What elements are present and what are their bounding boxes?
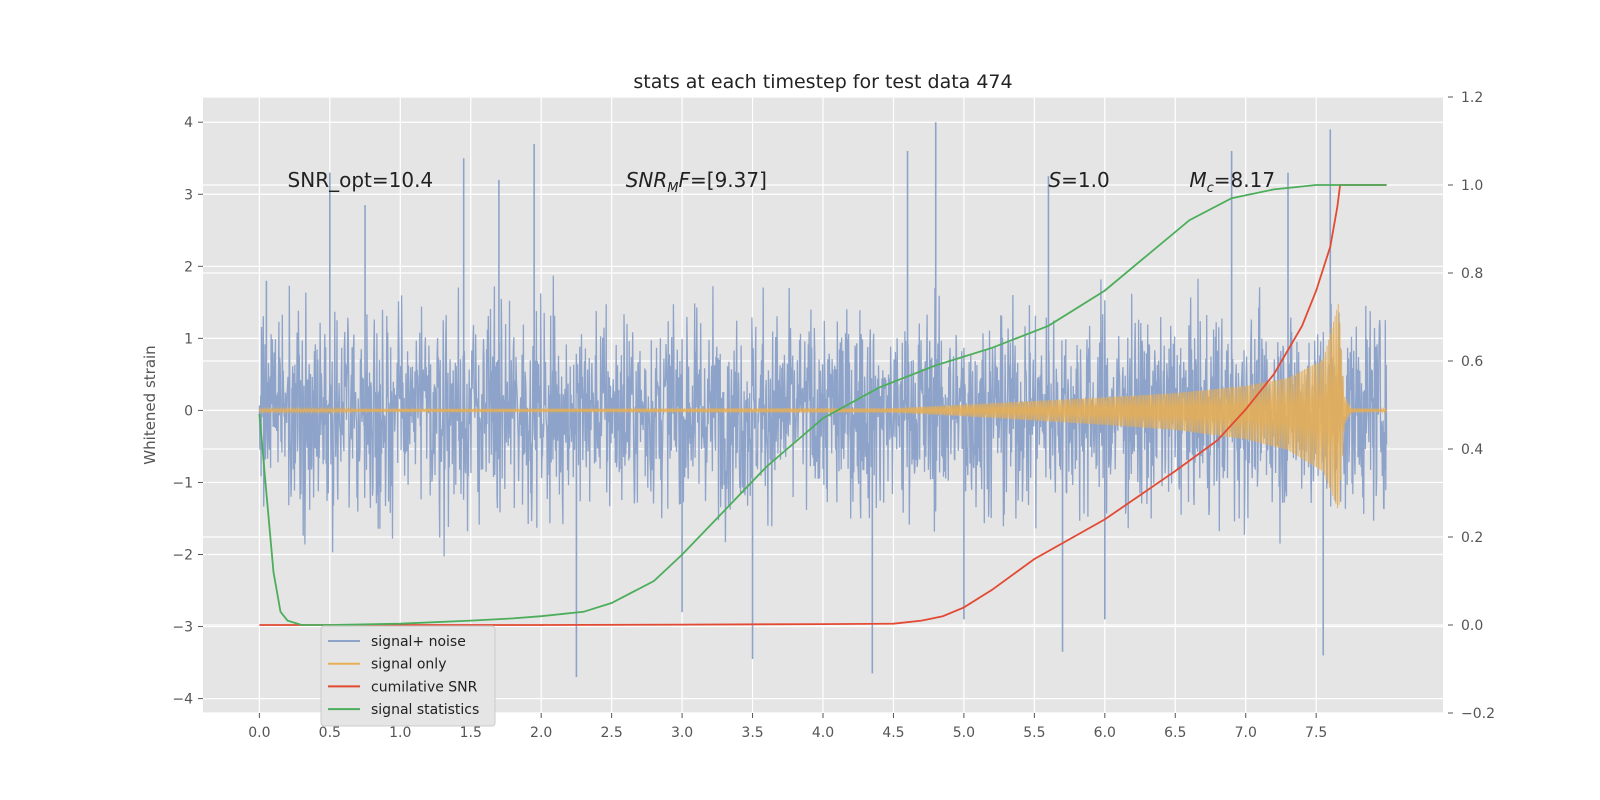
legend-label: signal statistics (371, 702, 479, 718)
y2-tick-label: 0.2 (1461, 530, 1483, 546)
x-axis: 0.0 0.5 1.0 1.5 2.0 2.5 3.0 3.5 4.0 4.5 5.0 5.5 6.0 6… (248, 713, 1327, 741)
x-tick-label: 1.5 (460, 725, 482, 741)
x-tick-label: 2.0 (530, 725, 552, 741)
x-tick-label: 3.5 (741, 725, 763, 741)
x-tick-label: 5.5 (1023, 725, 1045, 741)
signal-noise-line (258, 275, 1388, 557)
y2-tick-label: 1.2 (1461, 90, 1483, 106)
annotation: SNRMF=[9.37] (626, 168, 767, 196)
legend-label: signal only (371, 657, 446, 673)
y-tick-label: 2 (184, 259, 193, 275)
annotation: SNR_opt=10.4 (288, 168, 434, 192)
y-tick-label: 0 (184, 403, 193, 419)
y2-tick-label: 0.6 (1461, 354, 1483, 370)
signal-noise-series (258, 122, 1388, 677)
cumulative-snr-line (259, 184, 1387, 626)
y2-tick-label: 0.4 (1461, 442, 1483, 458)
x-tick-label: 4.5 (882, 725, 904, 741)
y2-tick-label: 0.8 (1461, 266, 1483, 282)
signal-statistics-line (258, 184, 1387, 626)
x-tick-label: 5.0 (953, 725, 975, 741)
annotation: S=1.0 (1048, 168, 1109, 192)
annotation: Mc=8.17 (1189, 168, 1275, 196)
legend-box (320, 625, 496, 727)
legend-label: cumilative SNR (371, 679, 478, 695)
y-tick-label: 1 (184, 331, 193, 347)
y-tick-label: 4 (184, 115, 193, 131)
x-tick-label: 0.5 (319, 725, 341, 741)
right-axis-series (258, 184, 1387, 626)
y2-tick-label: −0.2 (1461, 706, 1495, 722)
y-tick-label: −1 (172, 475, 193, 491)
x-tick-label: 7.0 (1235, 725, 1257, 741)
signal-only-line (258, 303, 1388, 509)
signal-only-series (258, 303, 1388, 509)
legend-label: signal+ noise (371, 634, 466, 650)
y-axis-right: −0.2 0.0 0.2 0.4 0.6 0.8 1.0 1.2 (1448, 90, 1495, 722)
annotations: SNR_opt=10.4 SNRMF=[9.37] S=1.0 Mc=8.17 (288, 168, 1276, 196)
y-tick-label: −4 (172, 692, 193, 708)
x-tick-label: 3.0 (671, 725, 693, 741)
y-axis-left: −4 −3 −2 −1 0 1 2 3 4 (172, 115, 203, 708)
x-tick-label: 6.0 (1094, 725, 1116, 741)
x-tick-label: 2.5 (601, 725, 623, 741)
x-tick-label: 0.0 (248, 725, 270, 741)
y-tick-label: −2 (172, 547, 193, 563)
x-tick-label: 4.0 (812, 725, 834, 741)
legend: signal+ noise signal only cumilative SNR si… (320, 625, 496, 727)
y2-tick-label: 0.0 (1461, 618, 1483, 634)
y-axis-label: Whitened strain (141, 345, 159, 464)
x-tick-label: 6.5 (1164, 725, 1186, 741)
y-tick-label: −3 (172, 620, 193, 636)
y-tick-label: 3 (184, 187, 193, 203)
x-tick-label: 7.5 (1305, 725, 1327, 741)
chart-title: stats at each timestep for test data 474 (633, 71, 1012, 93)
x-tick-label: 1.0 (389, 725, 411, 741)
y2-tick-label: 1.0 (1461, 178, 1483, 194)
